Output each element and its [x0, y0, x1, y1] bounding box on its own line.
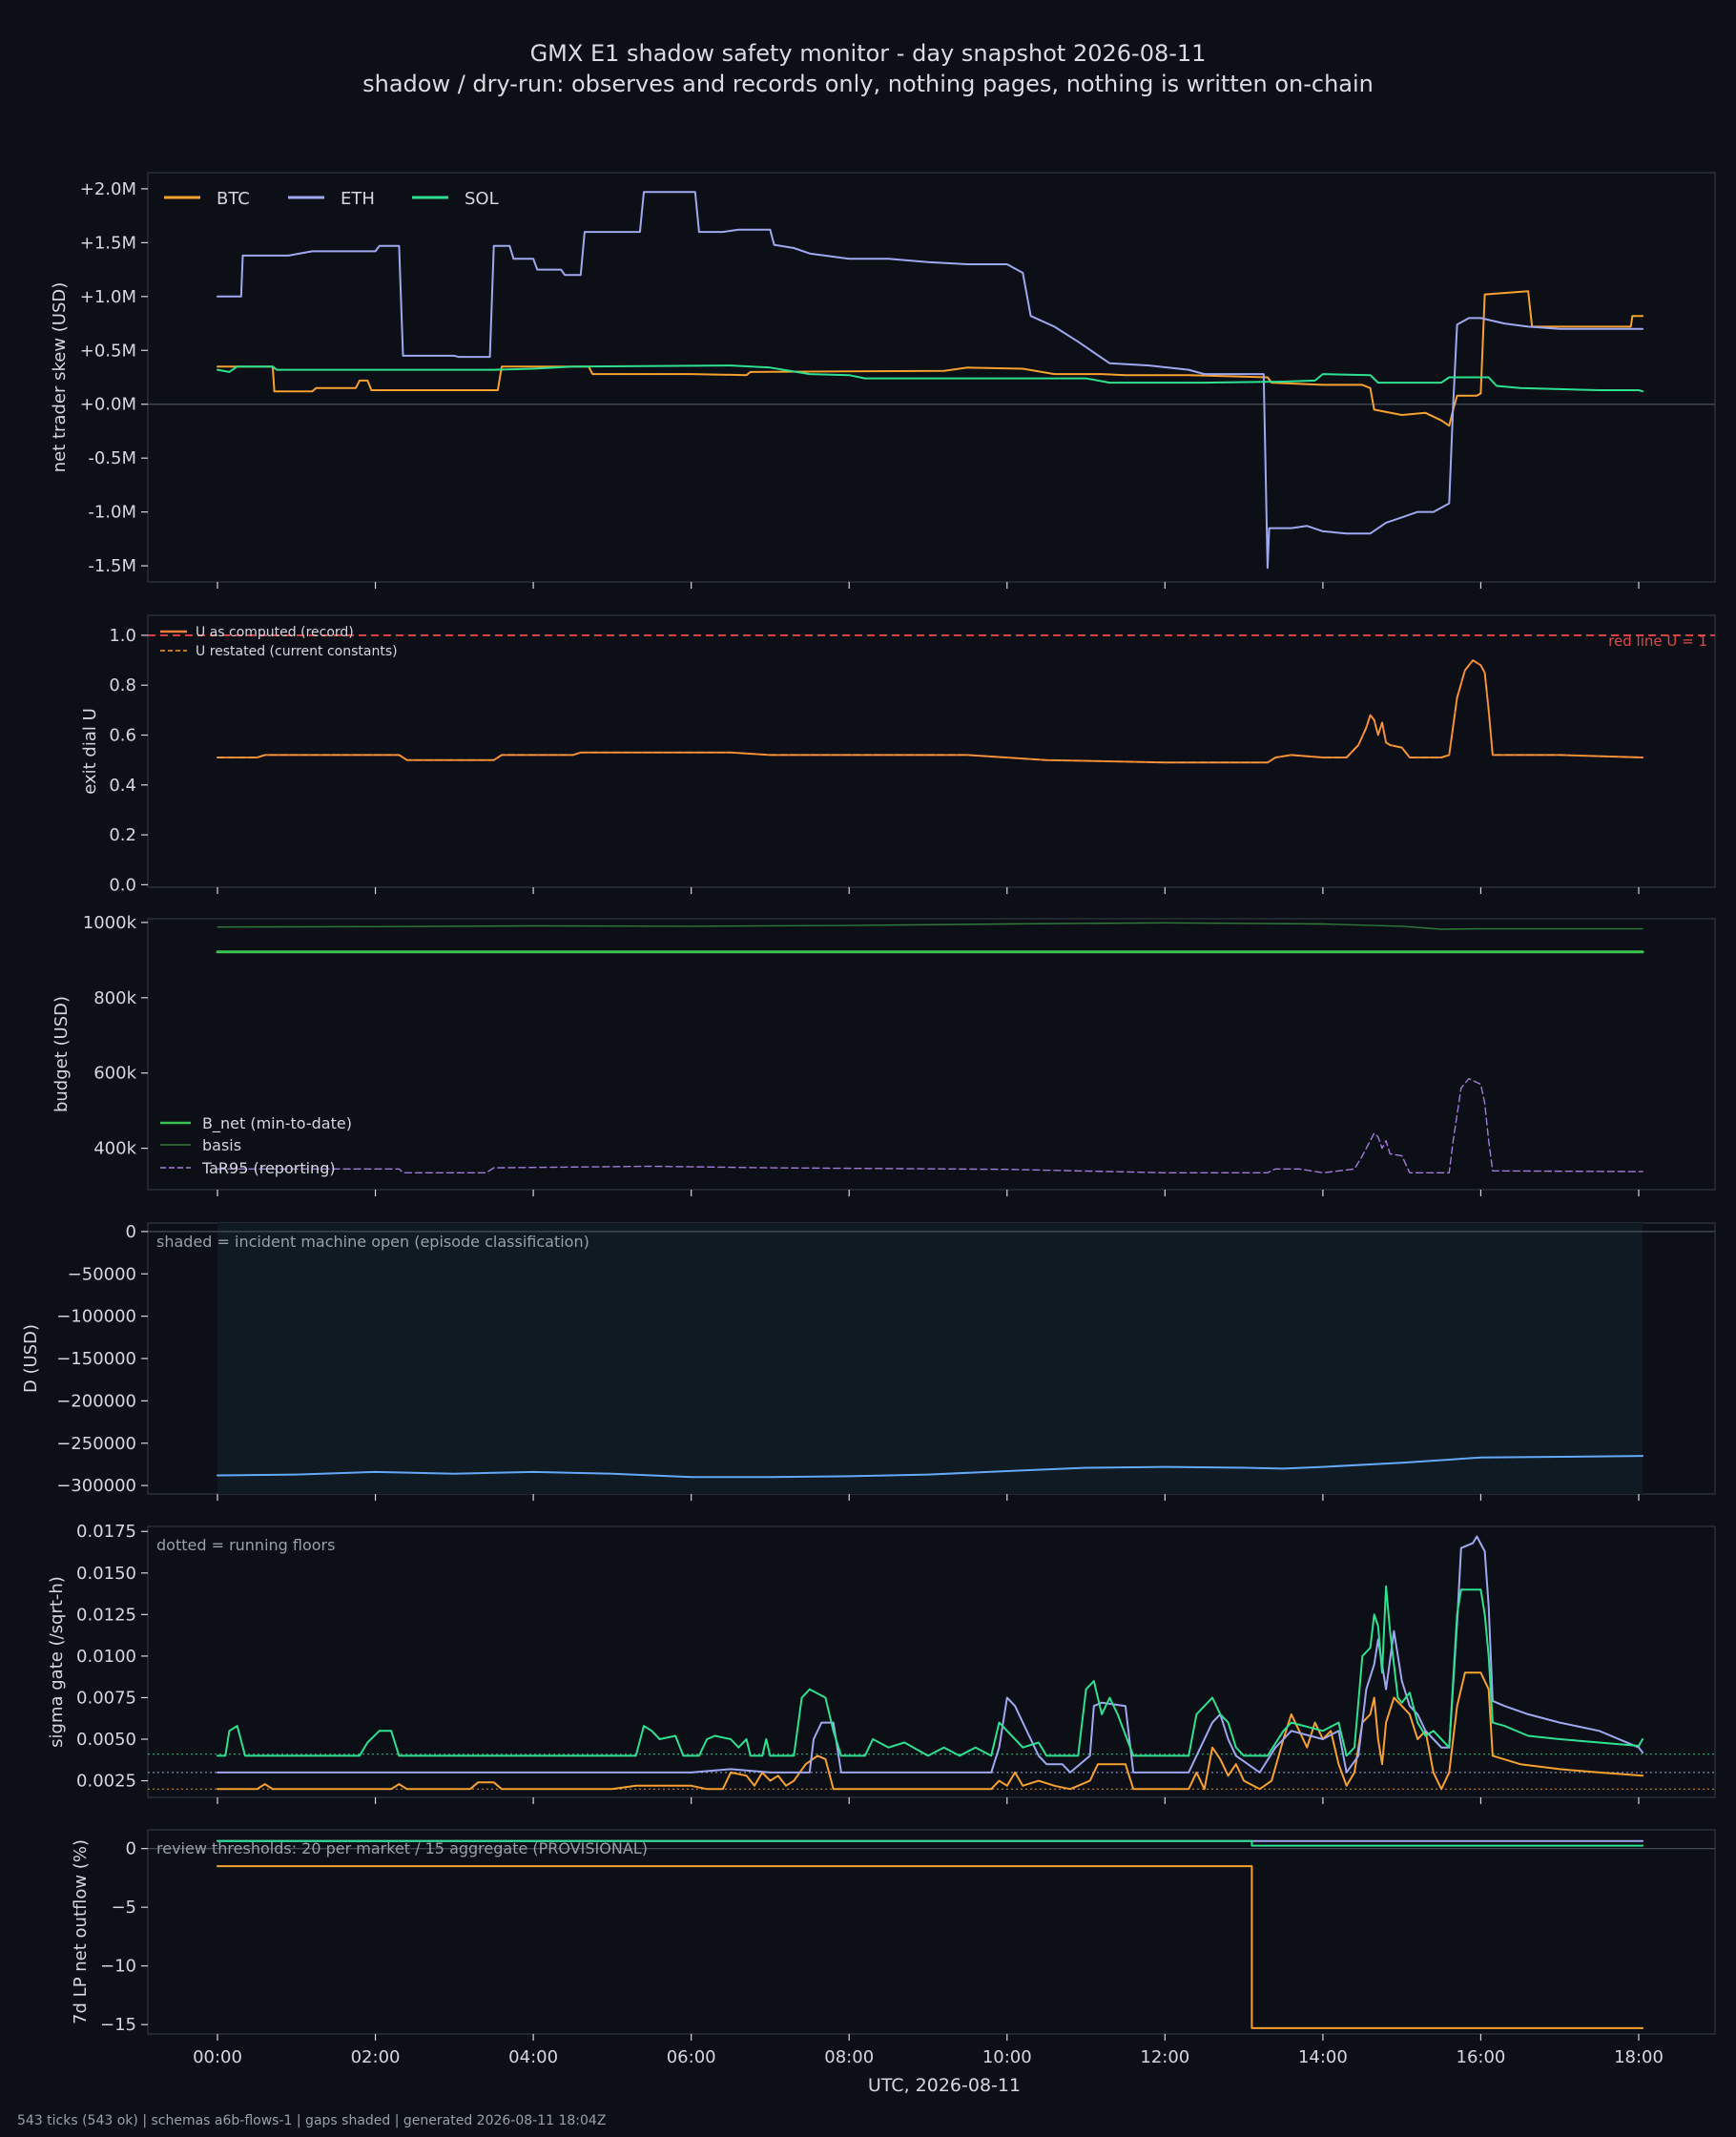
y-tick-label: −50000 [68, 1264, 136, 1284]
x-tick-label: 16:00 [1457, 2047, 1506, 2067]
panel-frame [147, 918, 1716, 1191]
series-sol [217, 1839, 1644, 1847]
y-tick-label: 400k [93, 1139, 136, 1159]
panel-annotation: shaded = incident machine open (episode … [156, 1233, 589, 1251]
y-tick-label: 0.0050 [76, 1730, 136, 1750]
chart-title: GMX E1 shadow safety monitor - day snaps… [529, 40, 1207, 67]
plot-area [148, 1839, 1715, 2029]
y-tick-label: +0.5M [80, 341, 136, 361]
series-btc [217, 290, 1644, 427]
y-tick-label: +1.0M [80, 287, 136, 307]
legend-label: U as computed (record) [196, 625, 354, 640]
plot-area [216, 922, 1644, 1173]
y-tick-label: 1.0 [109, 626, 136, 646]
plot-area [148, 1223, 1715, 1494]
y-tick-label: 0.8 [109, 675, 136, 695]
legend-label: ETH [341, 189, 375, 209]
panel-frame [147, 614, 1716, 888]
footer-status: 543 ticks (543 ok) | schemas a6b-flows-1… [17, 2113, 607, 2128]
panel-frame [147, 1525, 1716, 1798]
y-axis-label: net trader skew (USD) [50, 282, 70, 473]
y-tick-label: 1000k [83, 913, 137, 933]
y-tick-label: −150000 [56, 1349, 136, 1369]
y-tick-label: 0.0175 [76, 1522, 136, 1542]
panel-skew: -1.5M -1.0M -0.5M +0.0M +0.5M +1.0M +1.5M +2.0M… [50, 172, 1716, 589]
panel-budget: 400k 600k 800k 1000k budget (USD) B_net (min-… [52, 913, 1716, 1196]
series-basis [217, 922, 1643, 930]
plot-area [148, 634, 1715, 764]
legend-label: TaR95 (reporting) [201, 1159, 336, 1177]
series-sol [217, 364, 1644, 393]
x-axis-label: UTC, 2026-08-11 [868, 2075, 1021, 2096]
series-eth [217, 1535, 1644, 1774]
y-axis-label: sigma gate (/sqrt-h) [47, 1576, 67, 1748]
legend-label: SOL [465, 189, 499, 209]
series-btc [217, 1671, 1644, 1791]
y-tick-label: −250000 [56, 1434, 136, 1454]
y-tick-label: 0.0125 [76, 1605, 136, 1625]
x-tick-label: 12:00 [1140, 2047, 1189, 2067]
series-tar95-reporting- [217, 1077, 1643, 1173]
y-tick-label: -1.5M [88, 556, 136, 576]
y-tick-label: 0.4 [109, 776, 136, 796]
series-d [217, 1455, 1644, 1479]
panel-frame [147, 1829, 1716, 2035]
y-tick-label: 600k [93, 1064, 136, 1084]
x-tick-label: 18:00 [1614, 2047, 1664, 2067]
incident-shade [217, 1223, 1643, 1494]
y-tick-label: −15 [100, 2015, 136, 2035]
y-tick-label: +1.5M [80, 233, 136, 253]
x-tick-label: 14:00 [1298, 2047, 1348, 2067]
y-tick-label: +2.0M [80, 179, 136, 199]
panel-annotation: dotted = running floors [156, 1536, 335, 1554]
series-btc [217, 1865, 1644, 2029]
y-tick-label: 0.0025 [76, 1772, 136, 1792]
y-axis-label: 7d LP net outflow (%) [71, 1839, 91, 2024]
y-tick-label: −5 [111, 1898, 136, 1918]
y-tick-label: -1.0M [88, 503, 136, 523]
y-tick-label: 0.0100 [76, 1647, 136, 1667]
y-axis-label: D (USD) [21, 1324, 41, 1393]
x-tick-label: 06:00 [667, 2047, 716, 2067]
red-line-label: red line U = 1 [1608, 633, 1707, 650]
x-tick-label: 00:00 [193, 2047, 242, 2067]
legend-label: B_net (min-to-date) [202, 1114, 352, 1133]
y-tick-label: −100000 [56, 1307, 136, 1327]
y-tick-label: 0.0150 [76, 1564, 136, 1584]
x-tick-label: 08:00 [824, 2047, 874, 2067]
plot-area [148, 191, 1715, 570]
y-tick-label: 0.6 [109, 726, 136, 746]
y-tick-label: 0 [126, 1222, 136, 1242]
panel-sigma: 0.0025 0.0050 0.0075 0.0100 0.0125 0.0150 0.01… [47, 1522, 1716, 1804]
panel-lp: −15 −10 −5 0 00:00 02:00 04:00 06:00 08:00 10:00 1… [71, 1829, 1716, 2096]
y-tick-label: 0.0075 [76, 1688, 136, 1708]
y-tick-label: −300000 [56, 1476, 136, 1496]
legend-label: U restated (current constants) [196, 644, 398, 659]
panel-annotation: review thresholds: 20 per market / 15 ag… [156, 1839, 648, 1857]
x-tick-label: 10:00 [982, 2047, 1032, 2067]
y-tick-label: 0.0 [109, 875, 136, 895]
legend-label: basis [202, 1136, 241, 1154]
y-tick-label: −200000 [56, 1391, 136, 1411]
y-tick-label: 0.2 [109, 825, 136, 845]
y-tick-label: 800k [93, 988, 136, 1008]
panel-drawdown: −300000 −250000 −200000 −150000 −100000 −5000… [21, 1222, 1716, 1501]
series-u-restated-current-constants- [217, 659, 1643, 763]
chart-subtitle: shadow / dry-run: observes and records o… [362, 71, 1374, 97]
x-tick-label: 02:00 [351, 2047, 401, 2067]
legend-label: BTC [217, 189, 250, 209]
y-axis-label: budget (USD) [52, 996, 72, 1112]
y-tick-label: 0 [126, 1839, 136, 1859]
series-eth [217, 191, 1644, 570]
y-tick-label: −10 [100, 1957, 136, 1977]
series-sol [217, 1585, 1644, 1757]
y-tick-label: +0.0M [80, 395, 136, 415]
panel-exit: red line U = 1 0.0 0.2 0.4 0.6 0.8 1.0 exit dia… [80, 614, 1716, 895]
y-axis-label: exit dial U [80, 708, 100, 795]
x-tick-label: 04:00 [508, 2047, 558, 2067]
plot-area [148, 1535, 1715, 1791]
y-tick-label: -0.5M [88, 448, 136, 468]
